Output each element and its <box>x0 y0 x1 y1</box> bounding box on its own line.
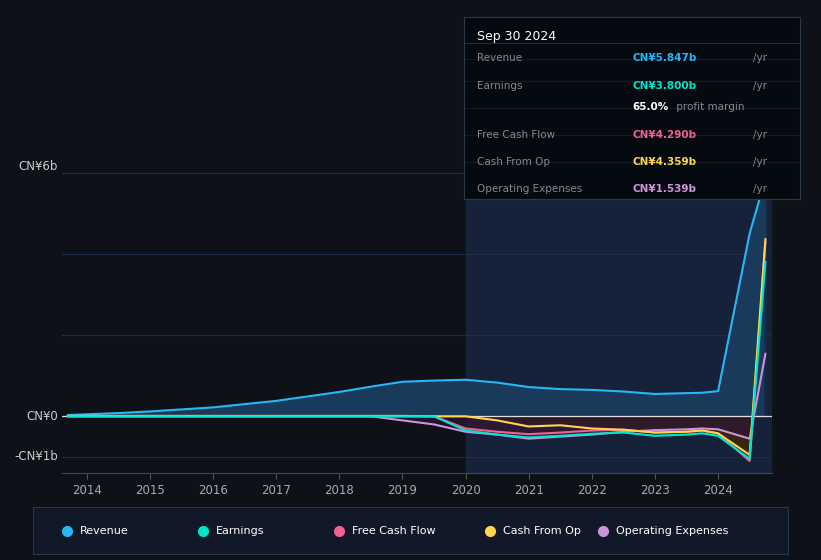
Text: Free Cash Flow: Free Cash Flow <box>351 526 435 535</box>
Text: Revenue: Revenue <box>80 526 128 535</box>
Text: Free Cash Flow: Free Cash Flow <box>477 130 556 139</box>
Text: /yr: /yr <box>754 157 768 167</box>
Text: Operating Expenses: Operating Expenses <box>477 184 583 194</box>
Text: Sep 30 2024: Sep 30 2024 <box>477 30 557 43</box>
Text: /yr: /yr <box>754 81 768 91</box>
Text: profit margin: profit margin <box>672 102 744 113</box>
Text: Operating Expenses: Operating Expenses <box>616 526 728 535</box>
Text: Cash From Op: Cash From Op <box>477 157 550 167</box>
Text: /yr: /yr <box>754 130 768 139</box>
Text: /yr: /yr <box>754 184 768 194</box>
Text: CN¥4.290b: CN¥4.290b <box>632 130 696 139</box>
Text: CN¥0: CN¥0 <box>26 410 58 423</box>
Text: CN¥6b: CN¥6b <box>19 160 58 172</box>
Text: Cash From Op: Cash From Op <box>502 526 580 535</box>
Text: /yr: /yr <box>754 53 768 63</box>
Text: Earnings: Earnings <box>216 526 264 535</box>
Bar <box>466 140 772 473</box>
Text: CN¥3.800b: CN¥3.800b <box>632 81 696 91</box>
Text: CN¥4.359b: CN¥4.359b <box>632 157 696 167</box>
Text: -CN¥1b: -CN¥1b <box>14 450 58 464</box>
Text: Revenue: Revenue <box>477 53 522 63</box>
Text: 65.0%: 65.0% <box>632 102 668 113</box>
Text: CN¥5.847b: CN¥5.847b <box>632 53 696 63</box>
Text: CN¥1.539b: CN¥1.539b <box>632 184 696 194</box>
Text: Earnings: Earnings <box>477 81 523 91</box>
